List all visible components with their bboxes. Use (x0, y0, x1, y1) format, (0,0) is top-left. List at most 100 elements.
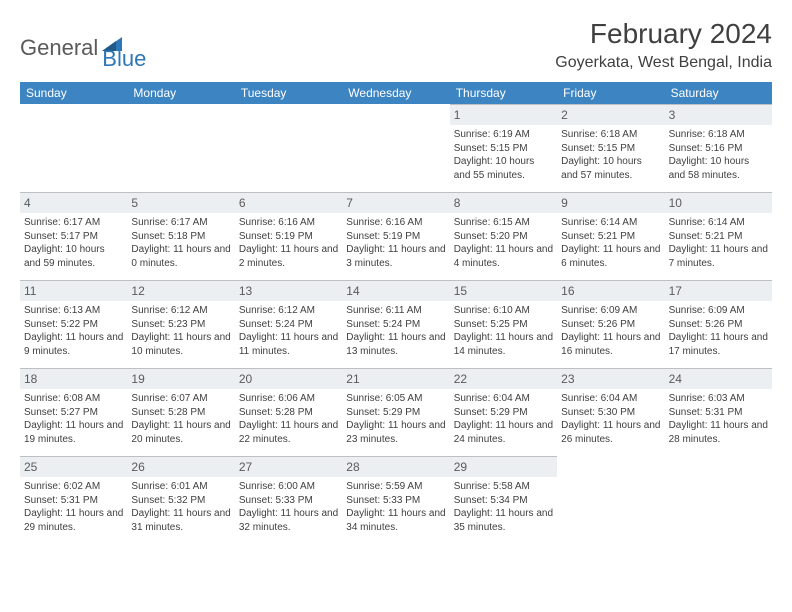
sunrise-text: Sunrise: 6:12 AM (131, 304, 230, 318)
daylight-text: Daylight: 11 hours and 32 minutes. (239, 507, 338, 534)
calendar-day-cell: 9Sunrise: 6:14 AMSunset: 5:21 PMDaylight… (557, 192, 664, 280)
daylight-text: Daylight: 11 hours and 13 minutes. (346, 331, 445, 358)
calendar-day-cell: 21Sunrise: 6:05 AMSunset: 5:29 PMDayligh… (342, 368, 449, 456)
calendar-header-row: SundayMondayTuesdayWednesdayThursdayFrid… (20, 82, 772, 104)
calendar-header-cell: Wednesday (342, 82, 449, 104)
day-number: 13 (235, 281, 342, 301)
location-label: Goyerkata, West Bengal, India (555, 54, 772, 72)
daylight-text: Daylight: 11 hours and 0 minutes. (131, 243, 230, 270)
daylight-text: Daylight: 10 hours and 57 minutes. (561, 155, 660, 182)
sunset-text: Sunset: 5:21 PM (669, 230, 768, 244)
calendar-body: 1Sunrise: 6:19 AMSunset: 5:15 PMDaylight… (20, 104, 772, 544)
sunrise-text: Sunrise: 6:15 AM (454, 216, 553, 230)
calendar-day-cell: 16Sunrise: 6:09 AMSunset: 5:26 PMDayligh… (557, 280, 664, 368)
daylight-text: Daylight: 11 hours and 22 minutes. (239, 419, 338, 446)
calendar-header-cell: Monday (127, 82, 234, 104)
sunset-text: Sunset: 5:33 PM (239, 494, 338, 508)
calendar-day-cell: 12Sunrise: 6:12 AMSunset: 5:23 PMDayligh… (127, 280, 234, 368)
sunrise-text: Sunrise: 5:59 AM (346, 480, 445, 494)
day-number: 26 (127, 457, 234, 477)
daylight-text: Daylight: 11 hours and 14 minutes. (454, 331, 553, 358)
calendar-day-cell: 26 Sunrise: 6:01 AMSunset: 5:32 PMDayligh… (127, 456, 234, 544)
calendar-day-cell: 5Sunrise: 6:17 AMSunset: 5:18 PMDaylight… (127, 192, 234, 280)
sunset-text: Sunset: 5:28 PM (239, 406, 338, 420)
sunrise-text: Sunrise: 6:04 AM (561, 392, 660, 406)
calendar-day-cell: 6Sunrise: 6:16 AMSunset: 5:19 PMDaylight… (235, 192, 342, 280)
daylight-text: Daylight: 11 hours and 28 minutes. (669, 419, 768, 446)
sunset-text: Sunset: 5:16 PM (669, 142, 768, 156)
calendar-empty-cell (342, 104, 449, 192)
day-number: 1 (450, 105, 557, 125)
calendar-day-cell: 23Sunrise: 6:04 AMSunset: 5:30 PMDayligh… (557, 368, 664, 456)
daylight-text: Daylight: 11 hours and 9 minutes. (24, 331, 123, 358)
daylight-text: Daylight: 11 hours and 3 minutes. (346, 243, 445, 270)
calendar-day-cell: 7Sunrise: 6:16 AMSunset: 5:19 PMDaylight… (342, 192, 449, 280)
day-number: 29 (450, 457, 557, 477)
sunset-text: Sunset: 5:20 PM (454, 230, 553, 244)
sunset-text: Sunset: 5:34 PM (454, 494, 553, 508)
day-number: 6 (235, 193, 342, 213)
daylight-text: Daylight: 11 hours and 11 minutes. (239, 331, 338, 358)
sunrise-text: Sunrise: 6:03 AM (669, 392, 768, 406)
daylight-text: Daylight: 11 hours and 35 minutes. (454, 507, 553, 534)
calendar-header-cell: Sunday (20, 82, 127, 104)
daylight-text: Daylight: 11 hours and 31 minutes. (131, 507, 230, 534)
day-number: 10 (665, 193, 772, 213)
month-title: February 2024 (555, 18, 772, 50)
calendar-day-cell: 29Sunrise: 5:58 AMSunset: 5:34 PMDayligh… (450, 456, 557, 544)
sunrise-text: Sunrise: 6:18 AM (561, 128, 660, 142)
day-number: 11 (20, 281, 127, 301)
sunset-text: Sunset: 5:23 PM (131, 318, 230, 332)
calendar-day-cell: 14 Sunrise: 6:11 AMSunset: 5:24 PMDayligh… (342, 280, 449, 368)
daylight-text: Daylight: 10 hours and 59 minutes. (24, 243, 123, 270)
daylight-text: Daylight: 11 hours and 2 minutes. (239, 243, 338, 270)
sunrise-text: Sunrise: 6:04 AM (454, 392, 553, 406)
day-number: 5 (127, 193, 234, 213)
calendar-header-cell: Tuesday (235, 82, 342, 104)
daylight-text: Daylight: 11 hours and 4 minutes. (454, 243, 553, 270)
sunset-text: Sunset: 5:31 PM (669, 406, 768, 420)
sunrise-text: Sunrise: 6:17 AM (131, 216, 230, 230)
sunrise-text: Sunrise: 6:14 AM (669, 216, 768, 230)
calendar-day-cell: 13 Sunrise: 6:12 AMSunset: 5:24 PMDayligh… (235, 280, 342, 368)
sunrise-text: Sunrise: 6:12 AM (239, 304, 338, 318)
sunset-text: Sunset: 5:30 PM (561, 406, 660, 420)
sunrise-text: Sunrise: 6:14 AM (561, 216, 660, 230)
sunrise-text: Sunrise: 6:07 AM (131, 392, 230, 406)
sunrise-text: Sunrise: 6:06 AM (239, 392, 338, 406)
sunrise-text: Sunrise: 6:10 AM (454, 304, 553, 318)
logo-text-general: General (20, 35, 98, 61)
sunrise-text: Sunrise: 6:16 AM (239, 216, 338, 230)
daylight-text: Daylight: 10 hours and 58 minutes. (669, 155, 768, 182)
day-number: 15 (450, 281, 557, 301)
sunrise-text: Sunrise: 6:09 AM (561, 304, 660, 318)
sunset-text: Sunset: 5:33 PM (346, 494, 445, 508)
sunrise-text: Sunrise: 6:02 AM (24, 480, 123, 494)
sunset-text: Sunset: 5:24 PM (346, 318, 445, 332)
sunset-text: Sunset: 5:15 PM (561, 142, 660, 156)
title-block: February 2024 Goyerkata, West Bengal, In… (555, 18, 772, 72)
daylight-text: Daylight: 11 hours and 10 minutes. (131, 331, 230, 358)
calendar-day-cell: 27Sunrise: 6:00 AMSunset: 5:33 PMDayligh… (235, 456, 342, 544)
calendar-header-cell: Saturday (665, 82, 772, 104)
sunrise-text: Sunrise: 6:11 AM (346, 304, 445, 318)
day-number: 8 (450, 193, 557, 213)
day-number: 19 (127, 369, 234, 389)
sunset-text: Sunset: 5:25 PM (454, 318, 553, 332)
calendar-day-cell: 11Sunrise: 6:13 AMSunset: 5:22 PMDayligh… (20, 280, 127, 368)
calendar-day-cell: 1Sunrise: 6:19 AMSunset: 5:15 PMDaylight… (450, 104, 557, 192)
day-number: 14 (342, 281, 449, 301)
sunset-text: Sunset: 5:32 PM (131, 494, 230, 508)
daylight-text: Daylight: 11 hours and 17 minutes. (669, 331, 768, 358)
day-number: 18 (20, 369, 127, 389)
calendar-empty-cell (235, 104, 342, 192)
daylight-text: Daylight: 11 hours and 23 minutes. (346, 419, 445, 446)
calendar-day-cell: 18Sunrise: 6:08 AMSunset: 5:27 PMDayligh… (20, 368, 127, 456)
sunset-text: Sunset: 5:24 PM (239, 318, 338, 332)
calendar-day-cell: 20Sunrise: 6:06 AMSunset: 5:28 PMDayligh… (235, 368, 342, 456)
sunset-text: Sunset: 5:21 PM (561, 230, 660, 244)
calendar-empty-cell (20, 104, 127, 192)
calendar-day-cell: 8 Sunrise: 6:15 AMSunset: 5:20 PMDaylight… (450, 192, 557, 280)
sunset-text: Sunset: 5:28 PM (131, 406, 230, 420)
sunrise-text: Sunrise: 6:01 AM (131, 480, 230, 494)
